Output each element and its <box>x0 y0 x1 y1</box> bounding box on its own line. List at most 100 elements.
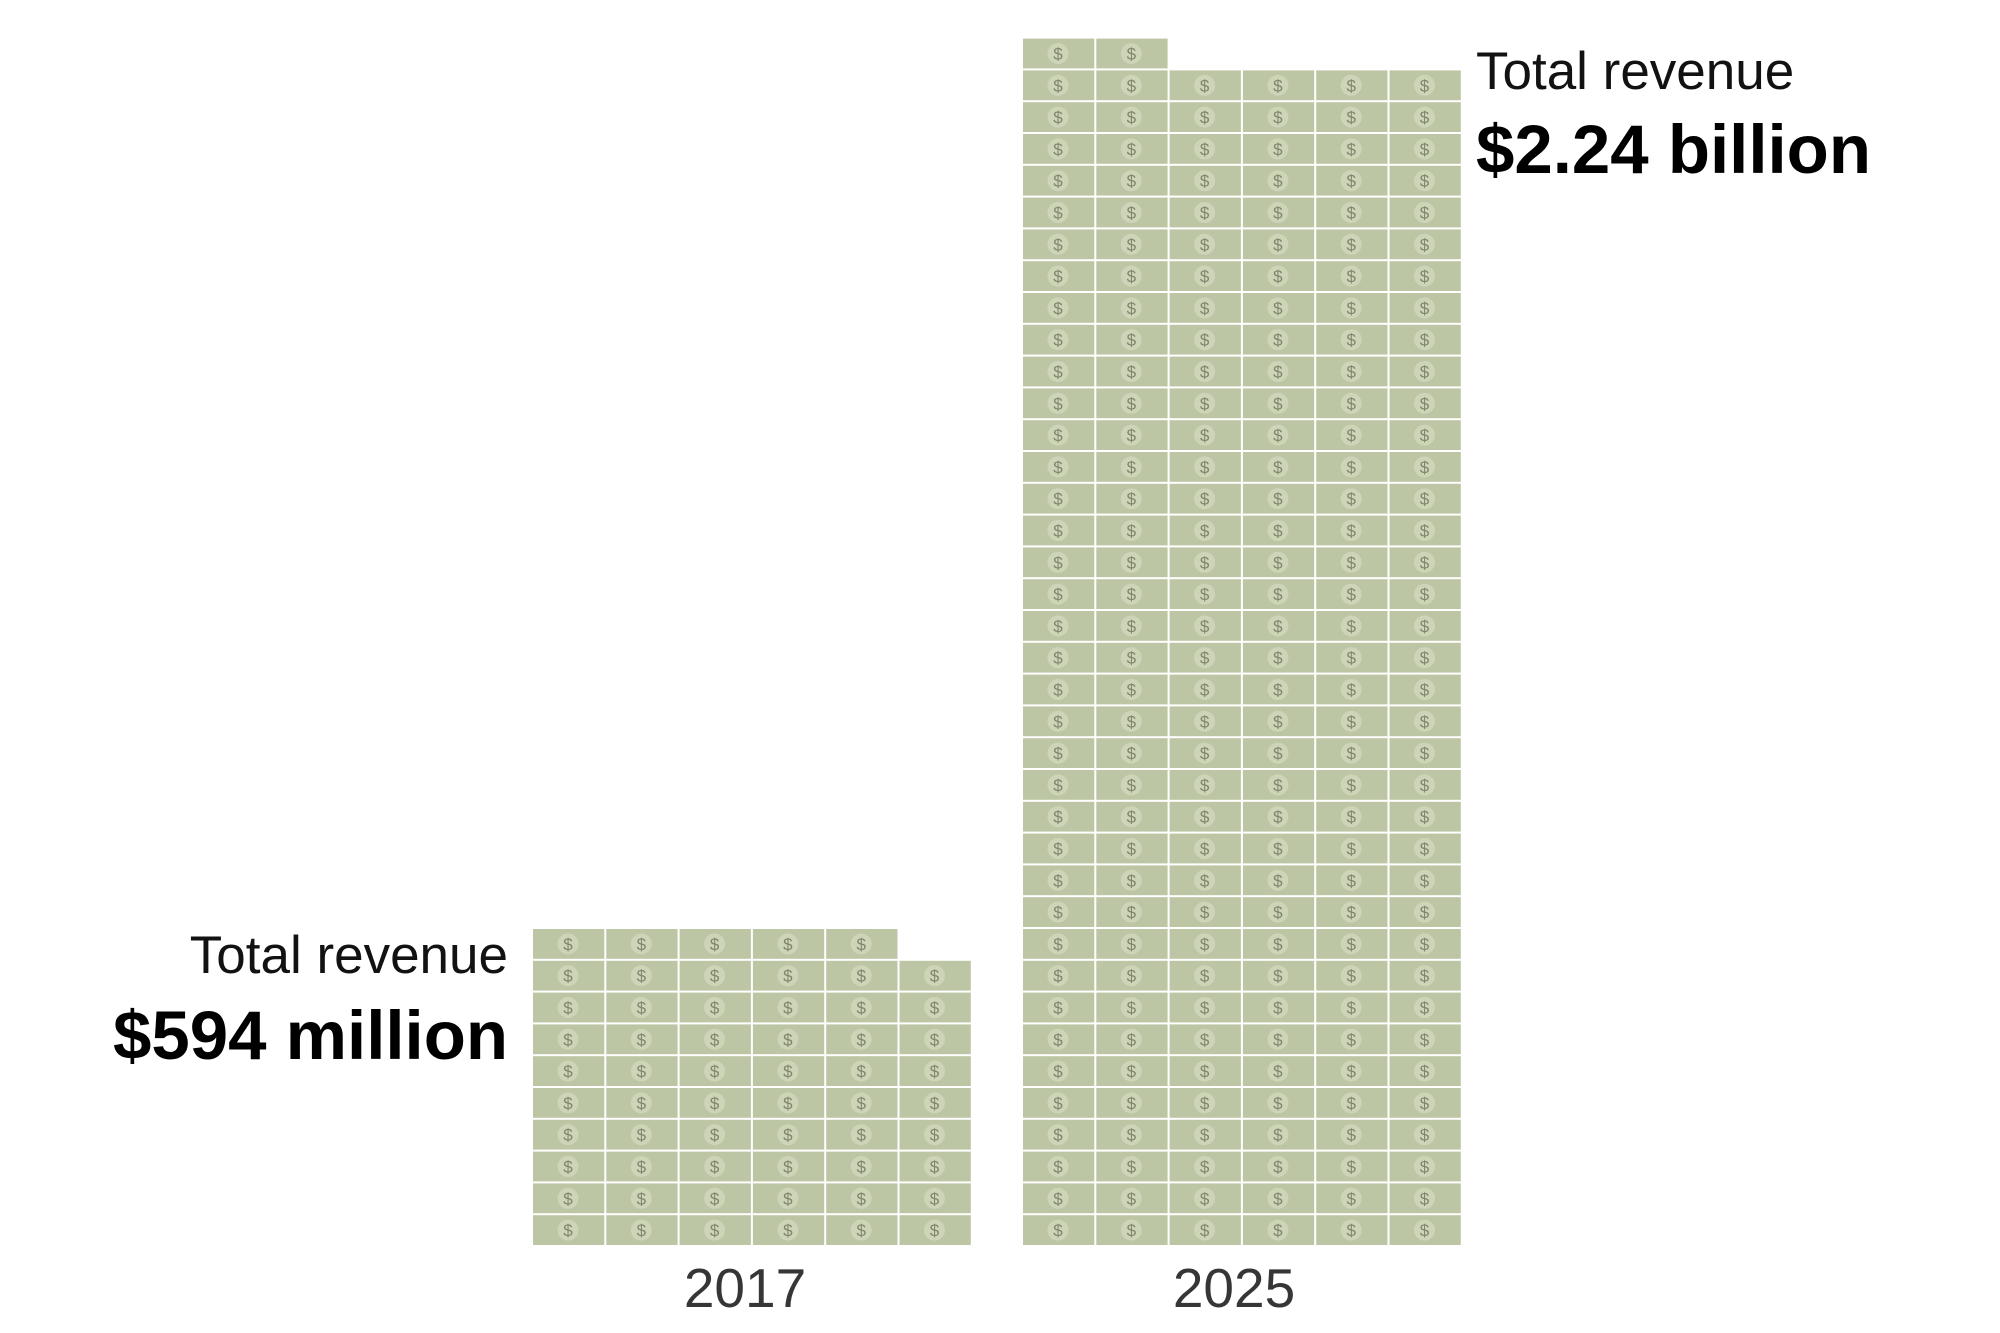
bill-cell: $ <box>1023 674 1095 705</box>
bill-cell: $ <box>1242 1056 1315 1086</box>
dollar-icon: $ <box>1200 172 1210 191</box>
bill-circle <box>1047 1156 1069 1177</box>
bill-cell: $ <box>606 1088 678 1118</box>
dollar-icon: $ <box>1273 331 1283 350</box>
dollar-icon: $ <box>1053 172 1063 191</box>
bill-circle <box>704 1156 726 1177</box>
bill-circle <box>1047 1028 1069 1050</box>
bill-circle <box>1120 742 1142 764</box>
bill-cell: $ <box>1096 1215 1168 1245</box>
bill-circle <box>1120 774 1142 796</box>
bill-circle <box>1194 297 1216 319</box>
dollar-icon: $ <box>1053 649 1063 668</box>
dollar-icon: $ <box>1346 808 1356 827</box>
dollar-icon: $ <box>637 935 647 954</box>
bill-circle <box>850 965 872 987</box>
bill-cell: $ <box>1169 547 1241 578</box>
bill-cell: $ <box>1389 324 1461 355</box>
bill-cell: $ <box>1169 674 1241 705</box>
bill-circle <box>1267 583 1289 605</box>
bill-cell: $ <box>1096 833 1168 864</box>
bill-cell: $ <box>679 929 751 959</box>
bill-cell: $ <box>1242 70 1315 101</box>
dollar-icon: $ <box>1420 776 1430 795</box>
bill-circle <box>1194 679 1216 700</box>
bill-cell: $ <box>1023 165 1095 196</box>
bill-circle <box>630 1092 652 1114</box>
dollar-icon: $ <box>1053 1189 1063 1208</box>
bill-circle <box>630 1060 652 1082</box>
bill-cell: $ <box>1242 1024 1315 1055</box>
bill-cell: $ <box>1023 134 1095 164</box>
dollar-icon: $ <box>637 1030 647 1049</box>
bill-cell: $ <box>1169 897 1241 927</box>
dollar-icon: $ <box>930 1094 940 1113</box>
dollar-icon: $ <box>1346 76 1356 95</box>
bill-circle <box>1267 520 1289 541</box>
bill-circle <box>1047 742 1069 764</box>
bill-cell: $ <box>1316 738 1388 768</box>
dollar-icon: $ <box>1420 744 1430 763</box>
bill-circle <box>1267 806 1289 828</box>
bill-cell: $ <box>1242 992 1315 1023</box>
bill-circle <box>1340 838 1362 859</box>
bill-circle <box>1414 806 1435 828</box>
dollar-icon: $ <box>1200 617 1210 636</box>
bill-circle <box>1120 233 1142 255</box>
dollar-icon: $ <box>930 1030 940 1049</box>
bill-circle <box>1340 424 1362 446</box>
dollar-icon: $ <box>1053 267 1063 286</box>
dollar-icon: $ <box>1127 204 1137 223</box>
bill-cell: $ <box>1389 1056 1461 1086</box>
bill-circle <box>1120 488 1142 510</box>
bill-circle <box>1414 838 1435 859</box>
dollar-icon: $ <box>1346 299 1356 318</box>
dollar-icon: $ <box>1420 1126 1430 1145</box>
bill-circle <box>630 1028 652 1050</box>
dollar-icon: $ <box>1053 1158 1063 1177</box>
dollar-icon: $ <box>1420 712 1430 731</box>
dollar-icon: $ <box>1346 172 1356 191</box>
bill-cell: $ <box>1096 293 1168 323</box>
x-tick-2025: 2025 <box>1173 1257 1295 1319</box>
bill-cell: $ <box>1316 579 1388 609</box>
bill-circle <box>1267 170 1289 192</box>
annotation-2025-value: $2.24 billion <box>1476 111 1871 188</box>
bill-circle <box>1414 742 1435 764</box>
dollar-icon: $ <box>1420 267 1430 286</box>
bill-circle <box>704 1187 726 1209</box>
bill-cell: $ <box>1096 706 1168 737</box>
bill-cell: $ <box>1316 1183 1388 1214</box>
dollar-icon: $ <box>1053 45 1063 64</box>
dollar-icon: $ <box>930 967 940 986</box>
dollar-icon: $ <box>1273 903 1283 922</box>
dollar-icon: $ <box>637 999 647 1018</box>
bill-circle <box>1194 1060 1216 1082</box>
bill-cell: $ <box>1389 1024 1461 1055</box>
bill-cell: $ <box>1023 1215 1095 1245</box>
dollar-icon: $ <box>1346 458 1356 477</box>
bill-cell: $ <box>826 992 898 1023</box>
bill-circle <box>1047 615 1069 637</box>
bill-circle <box>704 1124 726 1146</box>
dollar-icon: $ <box>1273 999 1283 1018</box>
bill-cell: $ <box>1169 1088 1241 1118</box>
dollar-icon: $ <box>1273 871 1283 890</box>
dollar-icon: $ <box>1127 140 1137 159</box>
bill-circle <box>1047 43 1069 64</box>
bill-circle <box>924 1060 945 1082</box>
bill-cell: $ <box>752 1024 825 1055</box>
bill-circle <box>630 933 652 955</box>
bill-cell: $ <box>1389 229 1461 260</box>
bill-cell: $ <box>1023 833 1095 864</box>
bill-circle <box>1047 869 1069 891</box>
dollar-icon: $ <box>1127 935 1137 954</box>
bill-circle <box>1120 361 1142 382</box>
bill-cell: $ <box>1242 483 1315 514</box>
bill-circle <box>850 997 872 1018</box>
bill-cell: $ <box>1169 929 1241 959</box>
dollar-icon: $ <box>1127 744 1137 763</box>
dollar-icon: $ <box>856 935 866 954</box>
bill-cell: $ <box>1096 515 1168 546</box>
bill-circle <box>1120 806 1142 828</box>
